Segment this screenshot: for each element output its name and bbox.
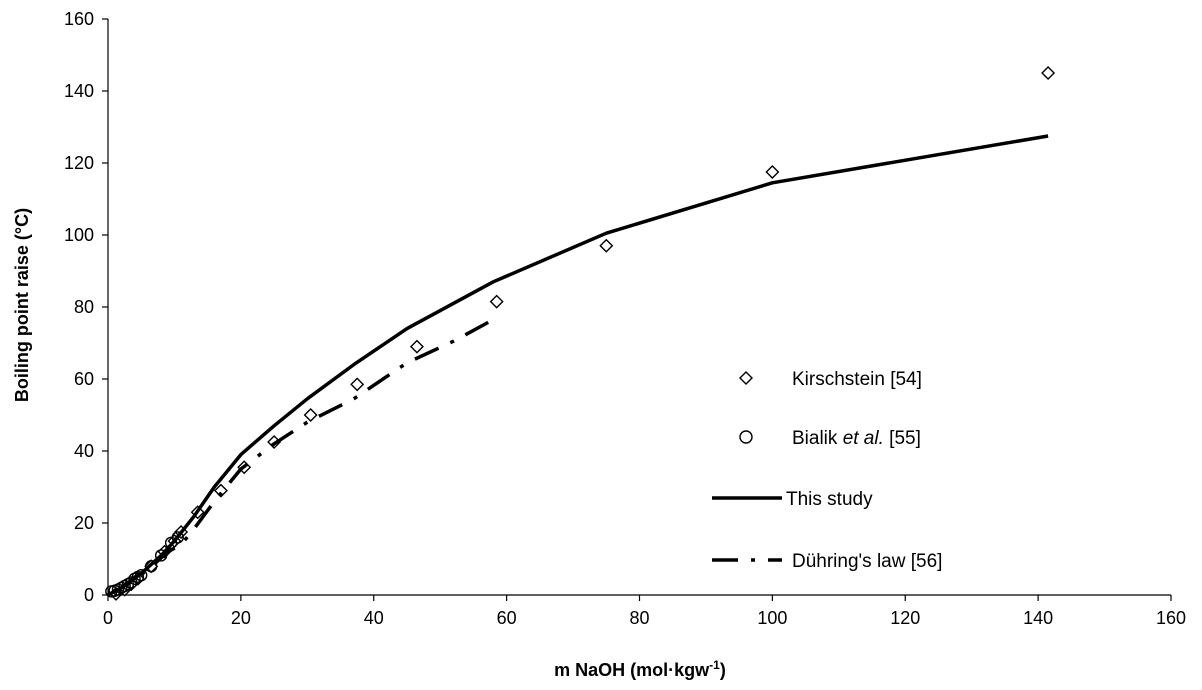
- legend-diamond-marker: [739, 371, 753, 385]
- legend-label-bialik: Bialik et al. [55]: [792, 428, 921, 449]
- diamond-point: [303, 408, 318, 422]
- diamond-point: [489, 294, 504, 309]
- series-line: [107, 134, 1049, 597]
- x-tick-label: 140: [1023, 608, 1053, 628]
- x-tick-label: 100: [757, 608, 787, 628]
- diamond-point: [1041, 66, 1056, 80]
- diamond-point: [213, 483, 228, 498]
- x-axis-title-superscript: -1: [709, 658, 720, 672]
- legend-label-this-study: This study: [786, 489, 873, 510]
- x-tick-label: 80: [629, 608, 649, 628]
- diamond-point: [409, 339, 424, 354]
- y-tick-label: 0: [84, 585, 94, 605]
- circle-point: [144, 560, 158, 573]
- legend-label-bialik-italic: et al.: [843, 428, 884, 449]
- x-axis-title-close: ): [720, 660, 726, 680]
- y-tick-label: 40: [74, 441, 94, 461]
- x-axis-title-main: m NaOH (mol·kgw: [554, 660, 710, 680]
- circle-point: [171, 531, 184, 544]
- legend-label-bialik-suffix: [55]: [889, 428, 921, 449]
- x-axis-title: m NaOH (mol·kgw-1): [554, 658, 726, 680]
- y-tick-label: 120: [64, 153, 94, 173]
- legend-label-duhring: Dühring's law [56]: [792, 551, 942, 572]
- y-axis-title: Boiling point raise (°C): [12, 208, 32, 402]
- legend-label-bialik-name: Bialik: [792, 428, 838, 449]
- legend: Kirschstein [54] Bialik et al. [55] This…: [712, 369, 942, 572]
- legend-item-bialik: Bialik et al. [55]: [739, 428, 921, 449]
- y-tick-label: 100: [64, 225, 94, 245]
- y-tick-label: 60: [74, 369, 94, 389]
- x-tick-label: 40: [364, 608, 384, 628]
- axes: 0 20 40 60 80 100 120 140 160 0 20 40 60 80 100 120 140 1…: [64, 9, 1186, 628]
- circle-point: [135, 569, 148, 582]
- legend-item-duhring: Dühring's law [56]: [712, 551, 942, 572]
- diamond-point: [350, 377, 365, 392]
- x-tick-label: 160: [1156, 608, 1186, 628]
- y-tick-label: 20: [74, 513, 94, 533]
- y-tick-label: 140: [64, 81, 94, 101]
- y-tick-label: 80: [74, 297, 94, 317]
- x-tick-label: 0: [103, 608, 113, 628]
- legend-label-kirschstein: Kirschstein [54]: [792, 369, 922, 390]
- x-tick-label: 120: [890, 608, 920, 628]
- y-tick-label: 160: [64, 9, 94, 29]
- diamond-point: [599, 238, 614, 253]
- x-tick-label: 20: [231, 608, 251, 628]
- circle-point: [154, 549, 168, 562]
- series-3: [107, 316, 498, 597]
- series-line: [107, 316, 498, 597]
- diamond-point: [765, 165, 780, 179]
- legend-item-kirschstein: Kirschstein [54]: [739, 369, 922, 390]
- series-layer: [105, 66, 1056, 601]
- series-2: [107, 134, 1049, 597]
- legend-circle-marker: [739, 430, 753, 444]
- x-tick-label: 60: [497, 608, 517, 628]
- series-0: [108, 66, 1056, 601]
- legend-item-this-study: This study: [712, 489, 873, 510]
